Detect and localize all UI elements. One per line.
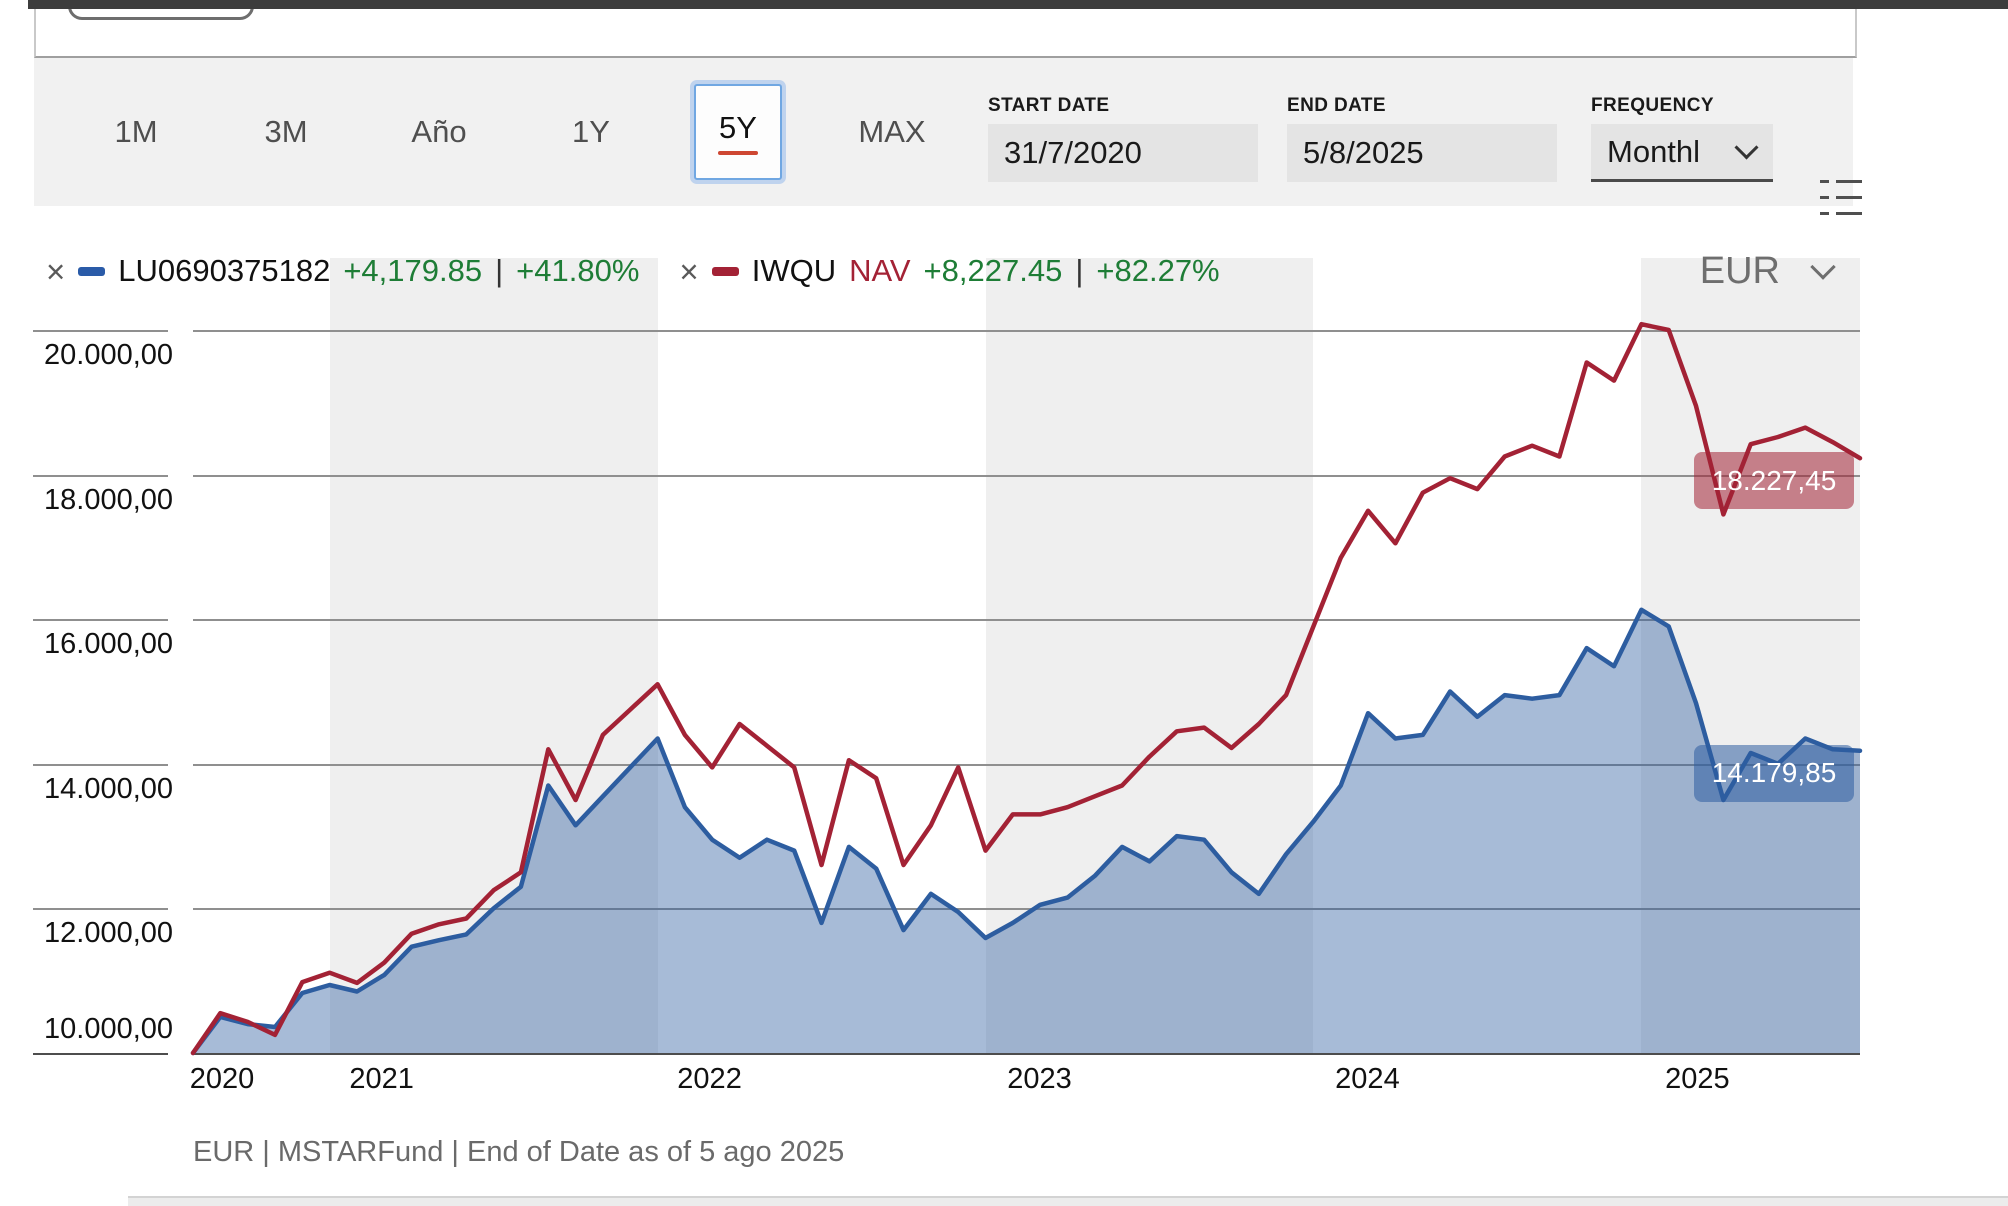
gridline	[193, 475, 1860, 477]
frequency-label: FREQUENCY	[1591, 95, 1714, 116]
year-band-2021	[329, 258, 658, 1053]
gridline	[33, 330, 168, 332]
remove-series-icon[interactable]: ×	[679, 252, 699, 290]
last-value-badge-iwqu: 18.227,45	[1694, 452, 1854, 510]
y-axis-tick-label: 14.000,00	[44, 773, 174, 805]
x-axis-tick-label: 2022	[677, 1063, 742, 1095]
gridline	[193, 619, 1860, 621]
currency-selector[interactable]: EUR	[1699, 246, 1836, 296]
y-axis-tick-label: 18.000,00	[44, 484, 174, 516]
list-view-icon[interactable]	[1820, 176, 1862, 220]
range-button-5y-selected[interactable]: 5Y	[694, 84, 782, 180]
end-date-label: END DATE	[1287, 95, 1386, 116]
range-button-3m[interactable]: 3M	[264, 114, 308, 149]
y-axis-tick-label: 10.000,00	[44, 1013, 174, 1045]
chart-legend: × LU0690375182 +4,179.85 | +41.80% × IWQ…	[46, 252, 1220, 290]
gridline	[33, 1053, 168, 1055]
y-axis-tick-label: 12.000,00	[44, 917, 174, 949]
selected-underline	[718, 150, 758, 155]
nav-label: NAV	[849, 253, 911, 288]
y-axis-tick-label: 20.000,00	[44, 339, 174, 371]
range-button-1m[interactable]: 1M	[114, 114, 158, 149]
series-id: IWQU	[751, 253, 837, 288]
x-axis-tick-label: 2023	[1007, 1063, 1072, 1095]
series-percent: +82.27%	[1096, 253, 1220, 288]
gridline	[33, 764, 168, 766]
end-date-input[interactable]: 5/8/2025	[1287, 124, 1557, 182]
chart-footnote: EUR | MSTARFund | End of Date as of 5 ag…	[193, 1136, 845, 1168]
next-section-edge	[128, 1196, 2008, 1206]
last-value-badge-fund: 14.179,85	[1694, 744, 1854, 802]
top-dark-bar	[28, 0, 2008, 9]
series-id: LU0690375182	[118, 253, 331, 288]
currency-value: EUR	[1699, 249, 1780, 292]
range-button-1y[interactable]: 1Y	[572, 114, 610, 149]
gridline	[193, 908, 1860, 910]
gridline	[193, 1053, 1860, 1055]
range-button-max[interactable]: MAX	[858, 114, 926, 149]
gridline	[193, 764, 1860, 766]
remove-series-icon[interactable]: ×	[46, 252, 66, 290]
start-date-label: START DATE	[988, 95, 1110, 116]
header-strip	[34, 0, 1857, 58]
year-band-2023	[985, 258, 1314, 1053]
x-axis-tick-label: 2025	[1665, 1063, 1730, 1095]
series-percent: +41.80%	[516, 253, 640, 288]
frequency-select[interactable]: Monthl	[1591, 124, 1773, 182]
series-color-chip	[78, 266, 106, 276]
gridline	[193, 330, 1860, 332]
start-date-input[interactable]: 31/7/2020	[988, 124, 1258, 182]
x-axis-tick-label: 2021	[349, 1063, 414, 1095]
chart-toolbar: 1M 3M Año 1Y 5Y MAX START DATE 31/7/2020…	[34, 58, 1862, 215]
gridline	[33, 619, 168, 621]
series-change: +8,227.45	[923, 253, 1063, 288]
x-axis-tick-label: 2020	[189, 1063, 255, 1095]
gridline	[33, 475, 168, 477]
series-change: +4,179.85	[343, 253, 483, 288]
range-button-ano[interactable]: Año	[411, 114, 467, 149]
series-color-chip	[711, 266, 739, 276]
gridline	[33, 908, 168, 910]
y-axis-tick-label: 16.000,00	[44, 628, 174, 660]
x-axis-tick-label: 2024	[1335, 1063, 1400, 1095]
